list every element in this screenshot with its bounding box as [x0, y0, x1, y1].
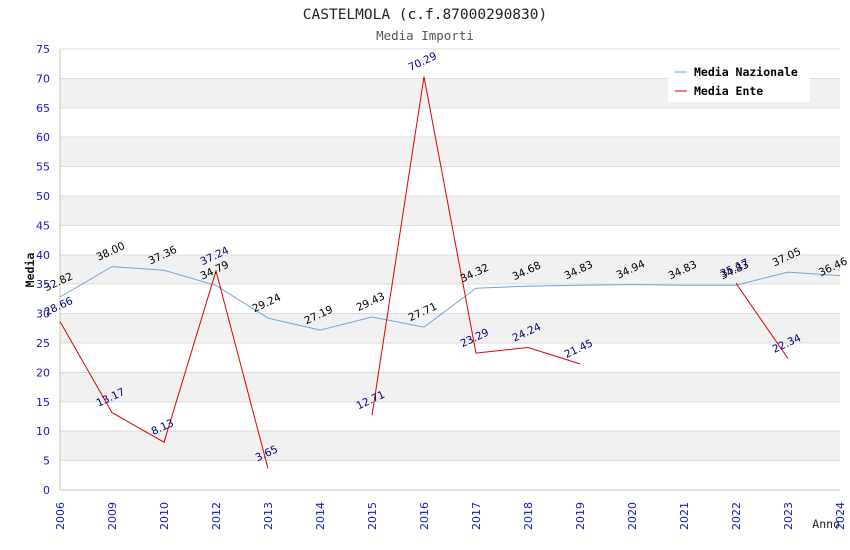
- y-axis-title: Media: [23, 253, 37, 288]
- x-tick-label: 2009: [106, 502, 119, 530]
- y-tick-label: 65: [36, 102, 50, 115]
- y-tick-label: 55: [36, 161, 50, 174]
- y-tick-label: 20: [36, 366, 50, 379]
- x-tick-label: 2010: [158, 502, 171, 530]
- chart-subtitle: Media Importi: [376, 28, 474, 43]
- plot-band: [60, 431, 840, 461]
- x-tick-label: 2014: [314, 502, 327, 530]
- x-tick-label: 2019: [574, 502, 587, 530]
- plot-band: [60, 343, 840, 373]
- chart-title: CASTELMOLA (c.f.87000290830): [303, 7, 547, 23]
- y-tick-label: 40: [36, 249, 50, 262]
- x-tick-label: 2006: [54, 502, 67, 530]
- legend-box: [668, 58, 810, 102]
- x-tick-label: 2024: [834, 502, 847, 530]
- series-line-media-ente: [735, 282, 789, 359]
- legend: Media Nazionale Media Ente: [668, 58, 810, 102]
- x-tick-labels: 2006 2009 2010 2012 2013 2014 2015 2016 2017 2018…: [54, 502, 847, 530]
- series-line-media-nazionale: [59, 266, 841, 331]
- y-tick-label: 75: [36, 43, 50, 56]
- series-line-media-ente: [59, 269, 269, 469]
- x-tick-label: 2017: [470, 502, 483, 530]
- plot-band: [60, 372, 840, 402]
- series-lines: [59, 76, 841, 469]
- x-tick-label: 2022: [730, 502, 743, 530]
- x-tick-label: 2013: [262, 502, 275, 530]
- plot-band: [60, 166, 840, 196]
- x-tick-label: 2015: [366, 502, 379, 530]
- plot-band: [60, 196, 840, 226]
- x-tick-label: 2020: [626, 502, 639, 530]
- plot-band: [60, 401, 840, 432]
- y-tick-label: 5: [43, 455, 50, 468]
- plot-band: [60, 254, 840, 285]
- x-tick-label: 2023: [782, 502, 795, 530]
- y-tick-label: 50: [36, 190, 50, 203]
- series-line-media-ente: [371, 76, 581, 416]
- y-tick-label: 15: [36, 396, 50, 409]
- y-tick-label: 35: [36, 278, 50, 291]
- x-tick-label: 2021: [678, 502, 691, 530]
- x-tick-label: 2018: [522, 502, 535, 530]
- y-tick-label: 25: [36, 337, 50, 350]
- plot-band: [60, 107, 840, 138]
- y-tick-label: 10: [36, 425, 50, 438]
- legend-label-media-ente: Media Ente: [694, 84, 763, 98]
- plot-band: [60, 284, 840, 314]
- y-tick-label: 30: [36, 308, 50, 321]
- plot-band: [60, 137, 840, 167]
- y-tick-labels: 0 5 10 15 20 25 30 35 40 45 50 55 60 65 70 75: [36, 43, 50, 497]
- y-tick-label: 0: [43, 484, 50, 497]
- x-axis-title: Anno: [812, 517, 840, 531]
- y-tick-label: 60: [36, 131, 50, 144]
- plot-band: [60, 460, 840, 490]
- x-tick-label: 2016: [418, 502, 431, 530]
- y-tick-label: 70: [36, 72, 50, 85]
- plot-band: [60, 225, 840, 255]
- y-tick-label: 45: [36, 219, 50, 232]
- plot-band: [60, 313, 840, 343]
- legend-label-media-nazionale: Media Nazionale: [694, 65, 798, 79]
- x-tick-label: 2012: [210, 502, 223, 530]
